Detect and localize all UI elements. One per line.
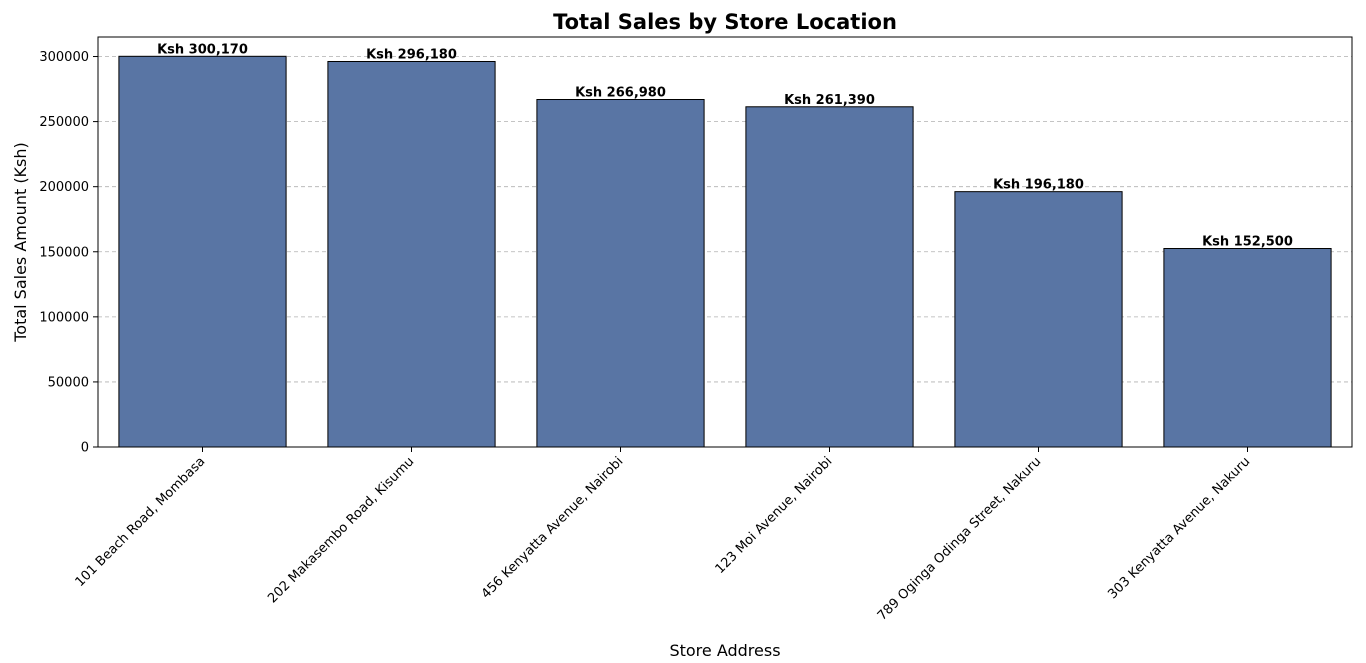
chart-title: Total Sales by Store Location — [553, 10, 897, 34]
x-tick-label: 123 Moi Avenue, Nairobi — [713, 454, 836, 577]
y-axis-label: Total Sales Amount (Ksh) — [11, 142, 30, 343]
bar — [954, 191, 1123, 448]
bar — [1163, 248, 1332, 448]
x-tick-label: 202 Makasembo Road, Kisumu — [265, 454, 417, 606]
x-axis-label: Store Address — [669, 641, 780, 660]
bar-value-label: Ksh 196,180 — [993, 178, 1084, 193]
y-axis: 0 50000 100000 150000 200000 250000 300000 — [39, 50, 98, 456]
bar-value-label: Ksh 296,180 — [366, 47, 457, 62]
y-tick-label: 200000 — [39, 180, 89, 195]
bar-value-label: Ksh 261,390 — [784, 93, 875, 108]
y-tick-label: 100000 — [39, 310, 89, 325]
grid-lines — [98, 56, 1352, 383]
x-axis: 101 Beach Road, Mombasa 202 Makasembo Roa… — [73, 447, 1253, 624]
x-tick-label: 101 Beach Road, Mombasa — [73, 454, 209, 590]
bar — [327, 60, 496, 448]
bar — [745, 106, 914, 448]
bar-value-label: Ksh 152,500 — [1202, 235, 1293, 250]
y-tick-label: 50000 — [48, 375, 89, 390]
x-tick-label: 303 Kenyatta Avenue, Nakuru — [1105, 454, 1253, 602]
y-tick-label: 150000 — [39, 245, 89, 260]
y-tick-label: 300000 — [39, 50, 89, 65]
x-tick-label: 456 Kenyatta Avenue, Nairobi — [479, 454, 627, 602]
bar-value-label: Ksh 300,170 — [157, 42, 248, 57]
plot-frame — [97, 36, 1353, 448]
y-tick-label: 0 — [81, 441, 89, 456]
x-tick-label: 789 Oginga Odinga Street, Nakuru — [875, 454, 1045, 624]
bars — [118, 55, 1332, 448]
y-tick-label: 250000 — [39, 115, 89, 130]
bar-value-label: Ksh 266,980 — [575, 86, 666, 101]
bar — [536, 99, 705, 448]
bar — [118, 55, 287, 448]
data-labels: Ksh 300,170 Ksh 296,180 Ksh 266,980 Ksh 261… — [157, 42, 1293, 249]
